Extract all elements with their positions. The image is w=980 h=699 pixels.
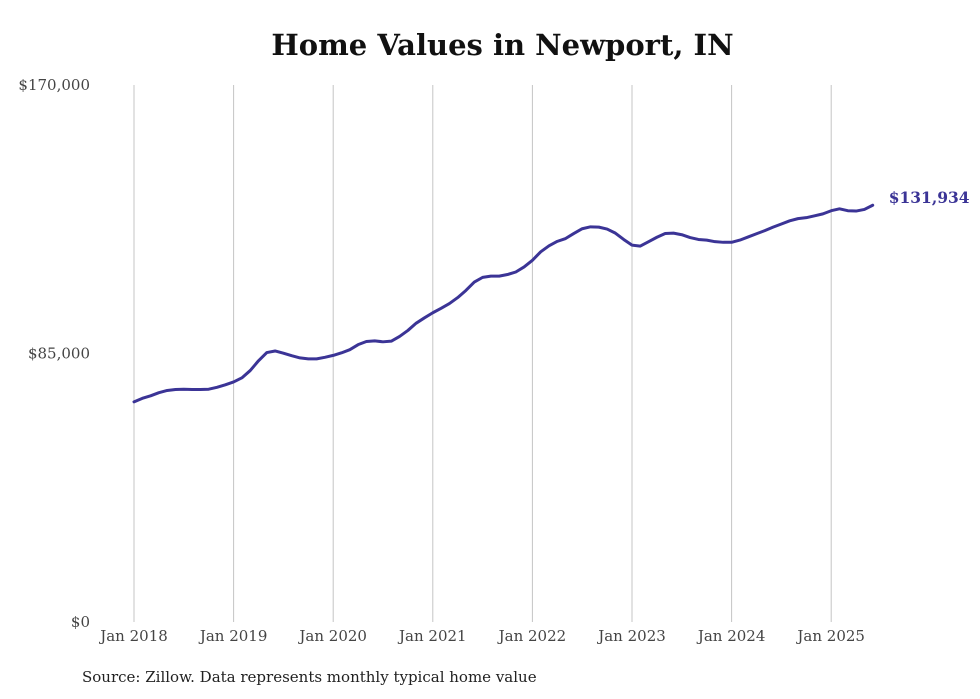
chart-title: Home Values in Newport, IN — [271, 28, 734, 62]
end-value-label: $131,934 — [889, 188, 970, 207]
x-tick-label: Jan 2019 — [198, 627, 268, 645]
gridlines — [133, 85, 832, 622]
x-tick-label: Jan 2023 — [596, 627, 666, 645]
x-axis-ticks: Jan 2018 Jan 2019 Jan 2020 Jan 2021 Jan 2022… — [98, 627, 865, 645]
series-layer: $131,934 — [132, 188, 970, 404]
x-tick-label: Jan 2022 — [497, 627, 567, 645]
x-tick-label: Jan 2021 — [397, 627, 467, 645]
source-note: Source: Zillow. Data represents monthly … — [82, 668, 537, 686]
x-tick-label: Jan 2018 — [98, 627, 168, 645]
series-line — [132, 203, 875, 404]
y-tick-label: $170,000 — [18, 76, 90, 94]
x-tick-label: Jan 2020 — [297, 627, 367, 645]
y-axis-ticks: $0 $85,000 $170,000 — [18, 76, 90, 631]
y-tick-label: $0 — [71, 613, 90, 631]
y-tick-label: $85,000 — [28, 345, 90, 363]
x-tick-label: Jan 2024 — [696, 627, 766, 645]
x-tick-label: Jan 2025 — [795, 627, 865, 645]
